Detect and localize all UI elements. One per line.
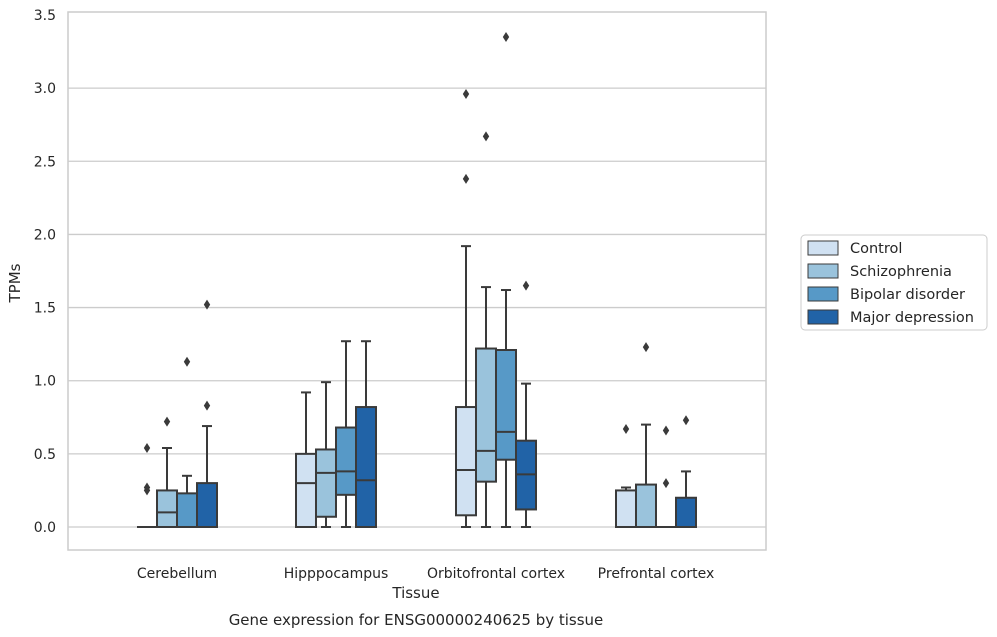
box-body (495, 348, 517, 461)
box-body (675, 496, 697, 529)
box-major-depression (196, 299, 218, 529)
box-body (176, 492, 198, 528)
chart-caption: Gene expression for ENSG00000240625 by t… (229, 611, 604, 629)
box-schizophrenia (156, 416, 178, 528)
box-schizophrenia (475, 131, 497, 528)
y-axis-ticks: 0.0 0.5 1.0 1.5 2.0 2.5 3.0 3.5 (34, 8, 56, 536)
outlier-point (462, 173, 470, 184)
legend-label: Bipolar disorder (850, 287, 965, 303)
outlier-point (462, 88, 470, 99)
legend-swatch (807, 286, 839, 302)
legend-label: Control (850, 241, 902, 257)
outlier-point (522, 280, 530, 291)
box-body (315, 448, 337, 518)
x-tick-label: Cerebellum (137, 566, 217, 582)
box-major-depression (355, 340, 377, 528)
y-tick-label: 2.0 (34, 227, 56, 243)
box-body (455, 406, 477, 517)
box-bipolar-disorder (656, 425, 676, 528)
outlier-point (502, 31, 510, 42)
y-axis-label: TPMs (6, 263, 24, 303)
y-tick-label: 3.0 (34, 81, 56, 97)
x-tick-label: Prefrontal cortex (598, 566, 715, 582)
box-schizophrenia (315, 381, 337, 528)
y-tick-label: 1.5 (34, 301, 56, 317)
outlier-point (143, 485, 151, 496)
box-control (137, 443, 157, 528)
legend: Control Schizophrenia Bipolar disorder Majo… (800, 234, 988, 331)
legend-label: Major depression (850, 310, 974, 326)
outlier-point (203, 299, 211, 310)
outlier-point (622, 423, 630, 434)
outlier-point (482, 131, 490, 142)
box-major-depression (675, 415, 697, 529)
x-tick-label: Hipppocampus (284, 566, 389, 582)
box-body (295, 452, 317, 529)
box-body (355, 406, 377, 528)
outlier-point (662, 425, 670, 436)
box-control (295, 391, 317, 529)
y-tick-label: 1.0 (34, 374, 56, 390)
box-series (137, 31, 697, 529)
box-control (615, 423, 637, 528)
outlier-point (143, 443, 151, 454)
outlier-point (203, 400, 211, 411)
y-tick-label: 0.0 (34, 520, 56, 536)
x-tick-label: Orbitofrontal cortex (427, 566, 565, 582)
y-tick-label: 2.5 (34, 154, 56, 170)
x-axis-label: Tissue (391, 584, 439, 602)
box-body (156, 489, 178, 528)
outlier-point (662, 478, 670, 489)
box-bipolar-disorder (495, 31, 517, 528)
box-control (455, 88, 477, 528)
box-body (475, 347, 497, 483)
box-schizophrenia (635, 342, 657, 529)
legend-label: Schizophrenia (850, 264, 952, 280)
y-tick-label: 3.5 (34, 8, 56, 24)
box-bipolar-disorder (176, 356, 198, 528)
outlier-point (163, 416, 171, 427)
grid-lines (68, 87, 766, 528)
outlier-point (183, 356, 191, 367)
legend-swatch (807, 309, 839, 325)
outlier-point (682, 415, 690, 426)
legend-frame (800, 234, 988, 331)
box-body (196, 482, 218, 529)
legend-swatch (807, 263, 839, 279)
legend-swatch (807, 240, 839, 256)
outlier-point (642, 342, 650, 353)
box-body (615, 489, 637, 528)
y-tick-label: 0.5 (34, 447, 56, 463)
plot-frame (67, 11, 767, 551)
box-major-depression (515, 280, 537, 528)
box-body (335, 426, 357, 496)
x-axis-ticks: Cerebellum Hipppocampus Orbitofrontal cort… (137, 566, 714, 582)
box-bipolar-disorder (335, 340, 357, 528)
box-body (635, 483, 657, 529)
